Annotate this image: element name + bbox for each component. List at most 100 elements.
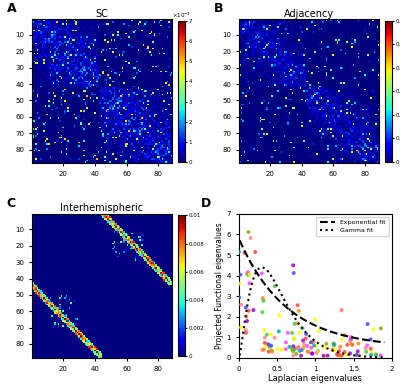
Point: [303, 331, 309, 337]
Point: [313, 343, 319, 349]
Y-axis label: Projected Functional eigenvalues: Projected Functional eigenvalues: [215, 223, 224, 349]
Exponential fit: [370, 338, 374, 343]
Point: [301, 341, 307, 347]
Point: [341, 332, 348, 338]
Point: [334, 351, 341, 357]
Point: [252, 249, 258, 255]
Point: [368, 336, 374, 343]
Point: [336, 348, 342, 354]
Point: [339, 352, 345, 359]
Point: [355, 340, 362, 347]
Point: [368, 349, 374, 355]
Point: [364, 321, 371, 327]
Text: B: B: [214, 2, 223, 15]
Exponential fit: [237, 238, 242, 243]
Point: [259, 309, 266, 315]
Point: [311, 339, 317, 345]
Point: [313, 350, 320, 356]
Point: [286, 344, 293, 350]
Point: [262, 335, 268, 341]
Point: [290, 270, 297, 276]
Point: [299, 325, 306, 331]
Point: [331, 342, 337, 349]
Point: [298, 352, 304, 359]
Point: [236, 294, 242, 300]
Point: [320, 353, 327, 359]
Point: [248, 235, 254, 241]
Point: [347, 350, 353, 357]
Point: [321, 352, 327, 359]
Point: [244, 271, 250, 277]
Point: [348, 334, 354, 340]
Point: [261, 327, 267, 333]
Exponential fit: [276, 297, 280, 302]
Point: [292, 321, 298, 327]
Point: [236, 280, 242, 287]
Gamma fit: [370, 355, 375, 359]
Point: [293, 351, 300, 357]
Point: [268, 343, 274, 349]
Point: [262, 340, 268, 346]
Point: [298, 347, 305, 353]
Point: [349, 342, 355, 348]
Point: [370, 326, 377, 333]
Point: [378, 325, 384, 331]
Point: [262, 343, 269, 350]
Point: [243, 327, 249, 333]
Point: [265, 341, 272, 347]
Point: [266, 343, 273, 350]
Point: [368, 345, 374, 352]
Point: [323, 341, 330, 347]
Point: [276, 312, 282, 318]
Gamma fit: [375, 355, 380, 359]
Point: [341, 349, 348, 355]
Point: [296, 329, 303, 336]
Point: [243, 314, 250, 320]
Exponential fit: [382, 340, 387, 345]
Legend: Exponential fit, Gamma fit: Exponential fit, Gamma fit: [316, 217, 389, 236]
Text: C: C: [7, 197, 16, 210]
Point: [296, 308, 302, 314]
Point: [356, 352, 362, 358]
Point: [289, 346, 296, 352]
Point: [308, 345, 314, 351]
Point: [348, 341, 355, 347]
Point: [243, 330, 249, 336]
Text: D: D: [200, 197, 211, 210]
Point: [368, 352, 374, 358]
Point: [344, 352, 350, 358]
Point: [363, 349, 369, 355]
Gamma fit: [265, 268, 270, 273]
Point: [290, 348, 296, 354]
Point: [314, 349, 321, 355]
Point: [244, 318, 250, 324]
Point: [346, 351, 352, 357]
Point: [237, 272, 244, 278]
Gamma fit: [243, 315, 248, 320]
Point: [294, 345, 300, 351]
Point: [250, 307, 257, 313]
Point: [329, 347, 336, 353]
Point: [315, 348, 321, 354]
Title: Interhemispheric: Interhemispheric: [60, 203, 144, 213]
Point: [246, 271, 253, 277]
Point: [295, 344, 302, 350]
Point: [309, 350, 315, 357]
Point: [300, 345, 307, 351]
Point: [246, 280, 253, 286]
Point: [245, 229, 252, 235]
Point: [282, 346, 289, 352]
Point: [260, 298, 267, 304]
Line: Gamma fit: Gamma fit: [240, 267, 384, 357]
Gamma fit: [237, 353, 242, 358]
Line: Exponential fit: Exponential fit: [240, 240, 384, 342]
Point: [266, 349, 272, 355]
Point: [244, 269, 251, 275]
Point: [294, 320, 300, 326]
X-axis label: Laplacian eigenvalues: Laplacian eigenvalues: [268, 374, 362, 383]
Point: [338, 307, 345, 313]
Text: A: A: [7, 2, 16, 15]
Point: [308, 339, 314, 345]
Point: [303, 335, 309, 342]
Point: [290, 262, 296, 268]
